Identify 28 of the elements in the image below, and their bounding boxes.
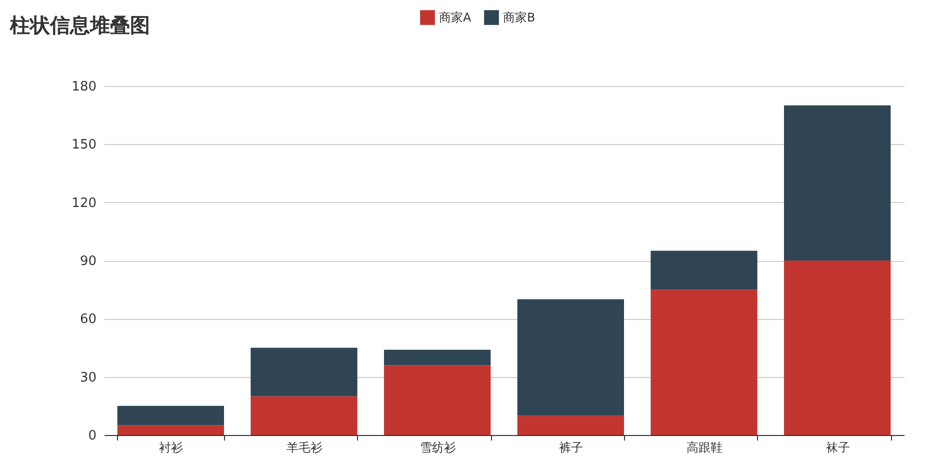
bar (250, 396, 358, 435)
bar (517, 299, 624, 416)
bar (384, 350, 491, 366)
bar (250, 348, 358, 396)
y-tick-label: 0 (88, 428, 96, 444)
y-tick-label: 150 (72, 138, 96, 153)
y-tick-label: 120 (72, 196, 96, 211)
legend-label: 商家B (503, 10, 536, 25)
y-tick-label: 60 (80, 312, 96, 328)
x-tick-label: 雪纺衫 (420, 440, 456, 454)
y-tick-label: 30 (80, 370, 96, 386)
bar (517, 416, 624, 435)
bar (784, 105, 891, 260)
x-tick-label: 羊毛衫 (286, 440, 322, 454)
bar (650, 250, 758, 290)
x-tick-label: 袜子 (826, 440, 850, 454)
bar (117, 425, 224, 435)
legend-label: 商家A (439, 10, 472, 25)
x-tick-label: 裤子 (559, 440, 584, 454)
y-tick-label: 90 (80, 254, 96, 269)
bar (384, 365, 491, 435)
x-tick-label: 高跟鞋 (686, 440, 722, 454)
bar (117, 406, 224, 426)
bar (650, 290, 758, 435)
y-tick-label: 180 (72, 80, 96, 94)
chart-title: 柱状信息堆叠图 (10, 12, 150, 39)
x-tick-label: 衬衫 (159, 440, 184, 454)
bar (784, 260, 891, 435)
